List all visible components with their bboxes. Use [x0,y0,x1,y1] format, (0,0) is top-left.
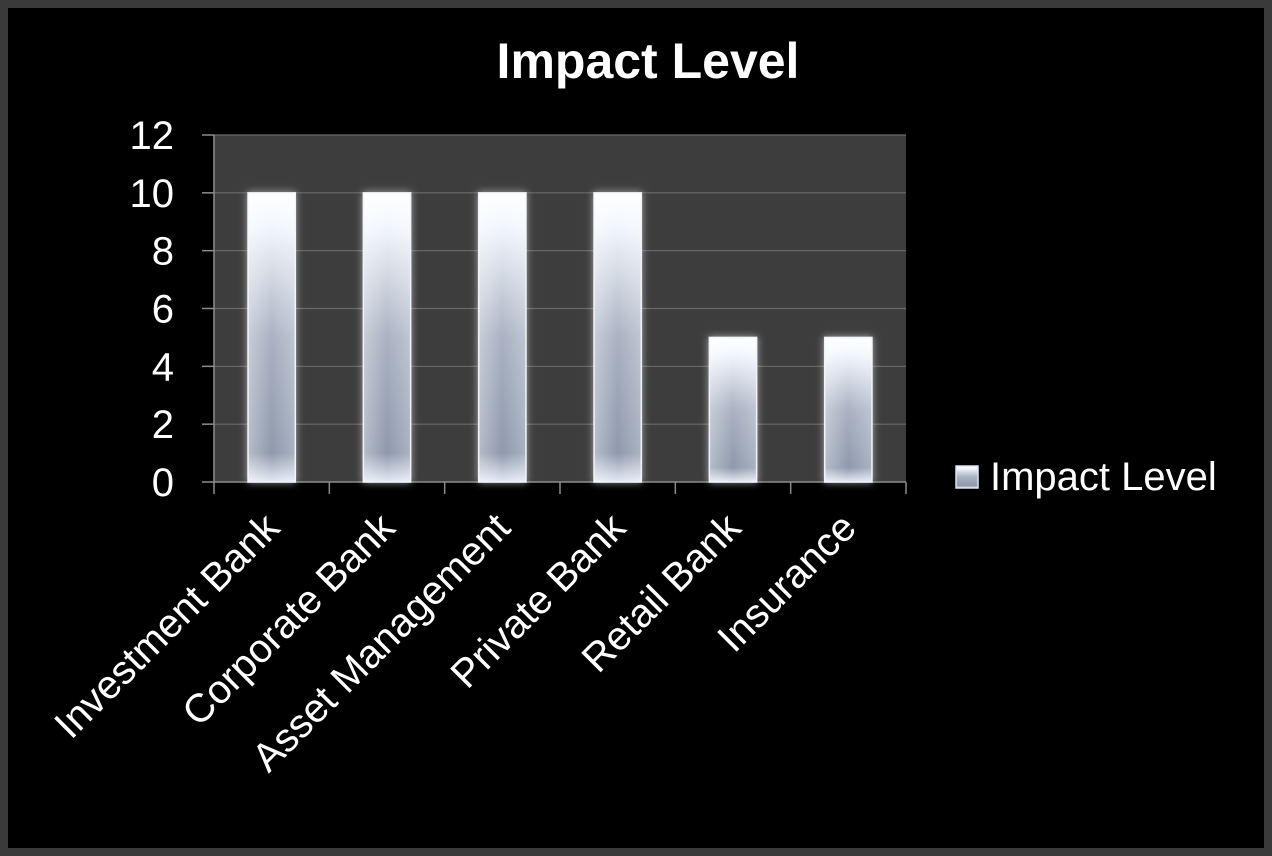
legend-label: Impact Level [990,455,1217,499]
bar [247,192,297,483]
y-tick-label: 8 [152,230,174,274]
bar-sheen [478,192,526,483]
bar-sheen [363,192,411,483]
y-axis-tick-labels: 0 2 4 6 8 10 12 [130,114,175,505]
y-tick-label: 4 [152,345,174,389]
y-tick-label: 0 [152,461,174,505]
bar-sheen [594,192,642,483]
gridlines [214,134,906,425]
bar [708,336,758,483]
bar-sheen [709,337,757,482]
y-tick-label: 12 [130,114,175,158]
bar [362,192,412,483]
y-tick-label: 2 [152,403,174,447]
bar-sheen [248,192,296,483]
bar [477,192,527,483]
bar [823,336,873,483]
legend-swatch [955,465,979,489]
bar-sheen [824,337,872,482]
y-tick-label: 6 [152,288,174,332]
legend: Impact Level [955,455,1217,499]
y-tick-label: 10 [130,172,175,216]
axes [202,134,907,494]
bar [593,192,643,483]
bars [247,192,873,483]
chart-title: Impact Level [497,33,800,89]
